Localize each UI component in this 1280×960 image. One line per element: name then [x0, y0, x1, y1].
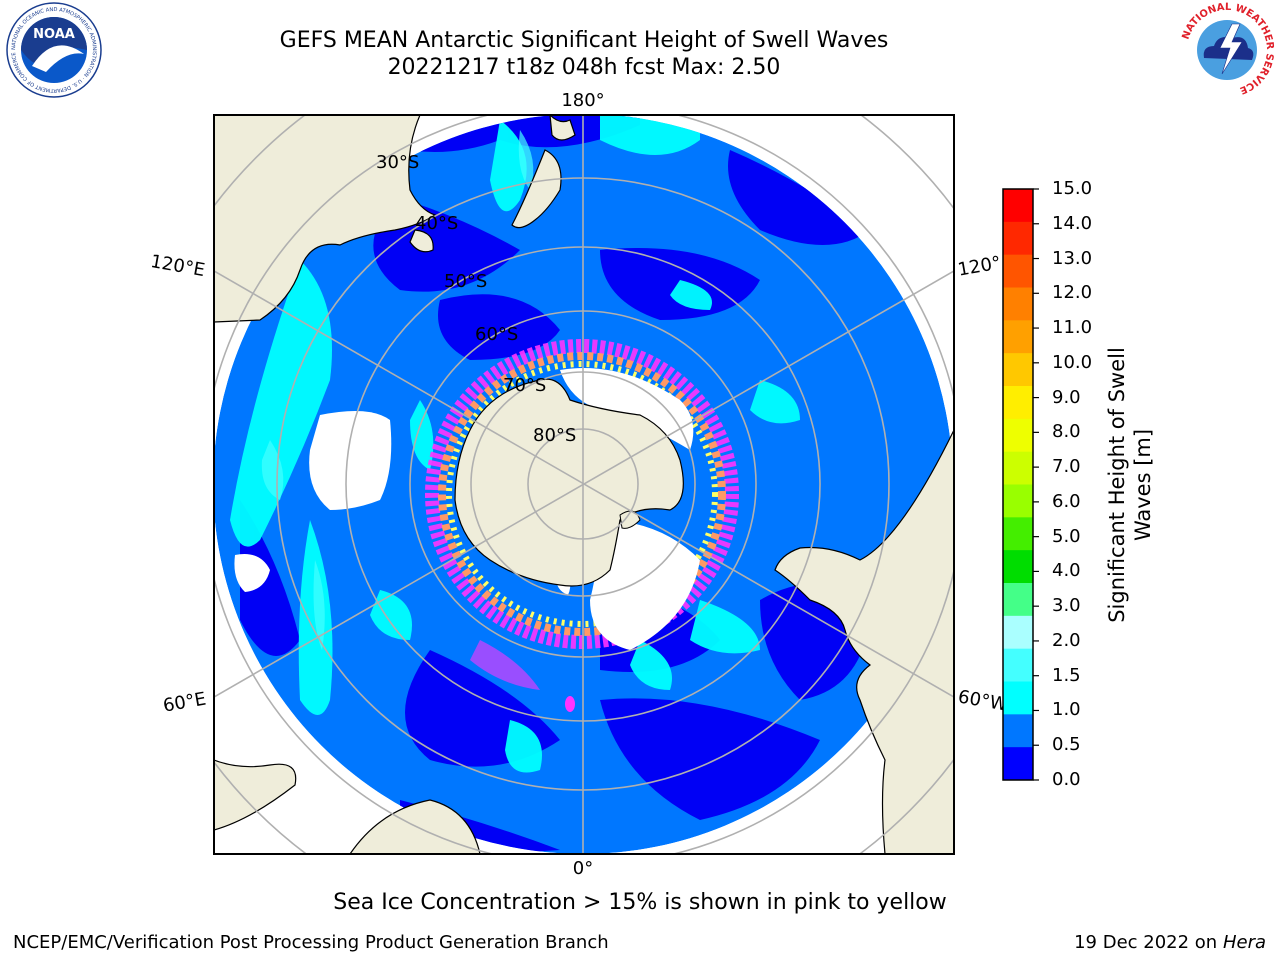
colorbar-bin [1003, 517, 1033, 551]
lat-label-80s: 80°S [533, 425, 576, 446]
lon-label-0: 0° [573, 858, 593, 879]
colorbar-label-line1: Significant Height of Swell [1105, 347, 1129, 623]
colorbar-tick-label: 13.0 [1052, 247, 1093, 269]
colorbar-tick-label: 12.0 [1052, 282, 1093, 304]
colorbar-frame [1002, 188, 1034, 781]
date-line: 19 Dec 2022 on Hera [1074, 932, 1266, 953]
lat-label-30s: 30°S [376, 152, 419, 173]
colorbar-tick-label: 5.0 [1052, 525, 1081, 547]
noaa-logo: NOAA NATIONAL OCEANIC AND ATMOSPHERIC AD… [6, 2, 102, 98]
colorbar-bin [1003, 747, 1033, 781]
new-zealand-north [549, 115, 576, 141]
colorbar-bin [1003, 320, 1033, 354]
machine-name: Hera [1222, 932, 1266, 953]
colorbar-bin [1003, 550, 1033, 584]
colorbar-tick-label: 1.0 [1052, 699, 1081, 721]
colorbar-tick-label: 4.0 [1052, 560, 1081, 582]
colorbar-tick-label: 6.0 [1052, 490, 1081, 512]
colorbar-bin [1003, 353, 1033, 387]
colorbar-bin [1003, 221, 1033, 256]
colorbar-bin [1003, 714, 1033, 748]
africa [214, 759, 297, 831]
lon-label-60w: 60°W [956, 686, 1009, 715]
colorbar-tick-label: 2.0 [1052, 629, 1081, 651]
colorbar-bin [1003, 254, 1033, 288]
australia [214, 115, 437, 323]
continents [214, 115, 954, 854]
lat-label-70s: 70°S [503, 375, 546, 396]
colorbar-tick-label: 15.0 [1052, 178, 1093, 199]
map-frame [213, 114, 955, 855]
new-zealand-south [511, 149, 562, 229]
colorbar-bin [1003, 386, 1033, 420]
lat-label-40s: 40°S [415, 213, 458, 234]
lat-label-50s: 50°S [444, 271, 487, 292]
colorbar [1003, 189, 1033, 781]
colorbar-bin [1003, 418, 1033, 453]
lon-label-180: 180° [561, 90, 604, 111]
sea-ice-note: Sea Ice Concentration > 15% is shown in … [333, 890, 947, 915]
colorbar-bin [1003, 189, 1033, 223]
colorbar-bin [1003, 681, 1033, 715]
colorbar-tick-marks [1033, 188, 1039, 781]
map-area [214, 115, 954, 854]
colorbar-tick-label: 0.5 [1052, 734, 1081, 756]
nws-logo: NATIONAL WEATHER SERVICE [1180, 2, 1275, 97]
colorbar-bin [1003, 615, 1033, 650]
colorbar-tick-label: 9.0 [1052, 386, 1081, 408]
antarctic-peninsula [619, 510, 641, 529]
antarctica [454, 378, 684, 587]
colorbar-label-line2: Waves [m] [1131, 428, 1155, 542]
colorbar-label: Significant Height of Swell Waves [m] [1104, 347, 1156, 623]
sea-ice-ring [425, 339, 739, 712]
colorbar-bin [1003, 648, 1033, 682]
tasmania [409, 229, 434, 253]
colorbar-bin [1003, 484, 1033, 518]
colorbar-tick-label: 14.0 [1052, 212, 1093, 234]
colorbar-bin [1003, 287, 1033, 321]
noaa-logo-text: NOAA [33, 27, 75, 42]
colorbar-tick-label: 3.0 [1052, 595, 1081, 617]
colorbar-tick-label: 11.0 [1052, 317, 1093, 339]
date-text: 19 Dec 2022 on [1074, 932, 1218, 953]
graticule [214, 115, 954, 854]
lat-label-60s: 60°S [475, 324, 518, 345]
colorbar-tick-label: 8.0 [1052, 421, 1081, 443]
colorbar-tick-label: 1.5 [1052, 664, 1081, 686]
colorbar-tick-label: 0.0 [1052, 769, 1081, 790]
colorbar-tick-label: 10.0 [1052, 351, 1093, 373]
lon-label-120e: 120°E [149, 251, 207, 281]
lon-label-120w: 120° [956, 252, 1002, 280]
colorbar-tick-label: 7.0 [1052, 456, 1081, 478]
colorbar-bin [1003, 583, 1033, 617]
chart-title: GEFS MEAN Antarctic Significant Height o… [279, 28, 889, 53]
lon-label-60e: 60°E [161, 688, 207, 716]
chart-subtitle: 20221217 t18z 048h fcst Max: 2.50 [387, 55, 781, 80]
south-america [774, 429, 954, 854]
colorbar-bin [1003, 451, 1033, 485]
credit-line: NCEP/EMC/Verification Post Processing Pr… [13, 932, 609, 953]
